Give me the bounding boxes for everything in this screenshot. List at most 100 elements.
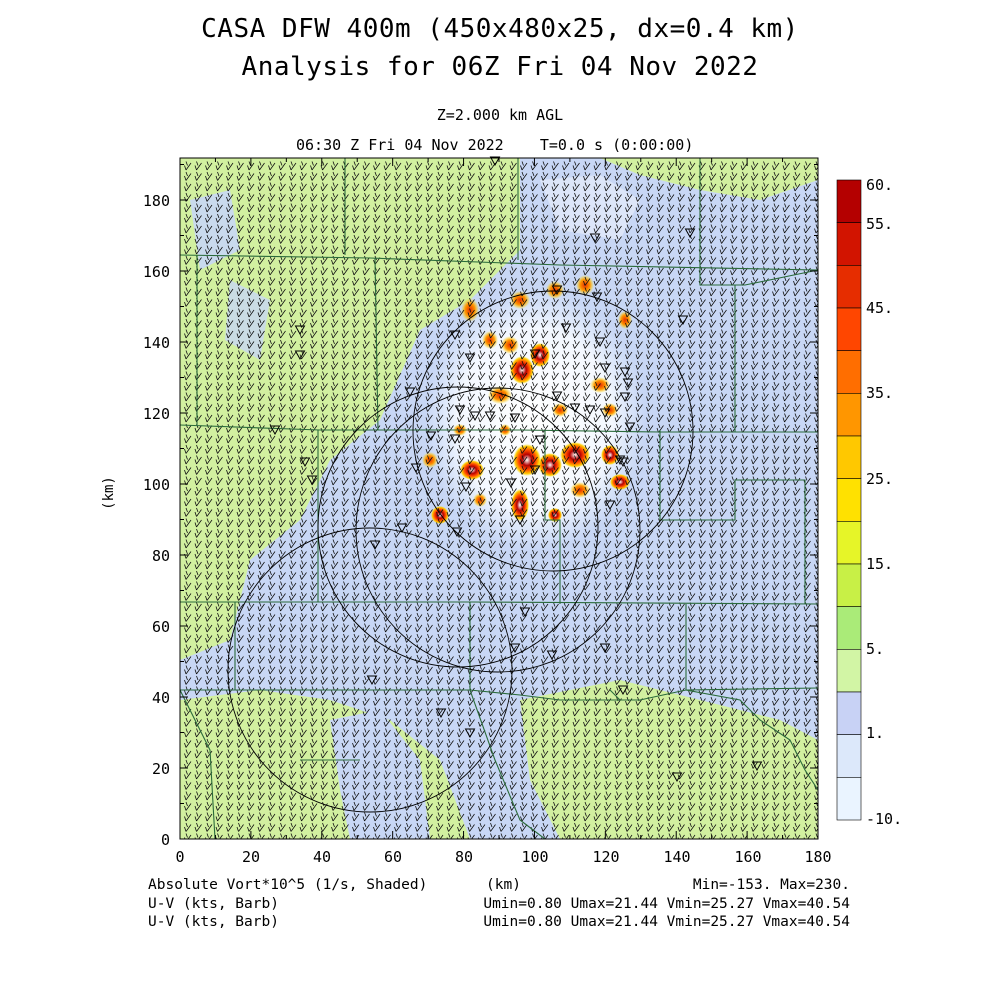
y-tick-label: 0 [161, 831, 170, 849]
colorbar-swatch [836, 307, 862, 351]
map-title-line2: Analysis for 06Z Fri 04 Nov 2022 [241, 52, 759, 82]
station-marker [594, 337, 606, 348]
colorbar-label: 25. [866, 470, 893, 488]
station-marker [366, 675, 378, 686]
station-marker [604, 500, 616, 511]
station-marker [529, 465, 541, 476]
y-tick-label: 120 [143, 405, 170, 423]
colorbar-swatch [836, 777, 862, 821]
x-tick-label: 40 [313, 848, 331, 866]
station-marker [551, 391, 563, 402]
wind-barbs [184, 161, 818, 839]
colorbar-swatch [836, 563, 862, 607]
station-marker [509, 643, 521, 654]
station-marker [369, 540, 381, 551]
x-tick-label: 180 [804, 848, 831, 866]
barb-label: U-V (kts, Barb) [148, 896, 279, 912]
station-marker [560, 323, 572, 334]
radar-range-rings [227, 290, 694, 813]
station-marker [614, 455, 626, 466]
barb-label: U-V (kts, Barb) [148, 914, 279, 930]
colorbar-swatch [836, 521, 862, 565]
colorbar-swatch [836, 606, 862, 650]
colorbar-label: 15. [866, 555, 893, 573]
colorbar-label: 1. [866, 724, 884, 742]
colorbar-swatch [836, 222, 862, 266]
colorbar-swatch [836, 350, 862, 394]
station-marker [599, 408, 611, 419]
station-marker [551, 285, 563, 296]
station-marker [534, 435, 546, 446]
station-marker [460, 482, 472, 493]
station-marker [619, 367, 631, 378]
station-marker [489, 156, 501, 167]
station-marker [464, 728, 476, 739]
station-marker [454, 405, 466, 416]
barb-stats: Umin=0.80 Umax=21.44 Vmin=25.27 Vmax=40.… [483, 896, 850, 912]
colorbar-label: -10. [866, 810, 902, 828]
station-marker [451, 527, 463, 538]
station-marker [425, 431, 437, 442]
y-tick-label: 160 [143, 263, 170, 281]
x-tick-label: 20 [242, 848, 260, 866]
y-tick-label: 80 [152, 547, 170, 565]
y-tick-label: 140 [143, 334, 170, 352]
station-marker [509, 413, 521, 424]
x-tick-label: 80 [455, 848, 473, 866]
station-marker [519, 607, 531, 618]
station-marker [396, 523, 408, 534]
station-marker [684, 228, 696, 239]
barb-stats: Umin=0.80 Umax=21.44 Vmin=25.27 Vmax=40.… [483, 914, 850, 930]
station-marker [449, 330, 461, 341]
station-marker [546, 650, 558, 661]
valid-time-label: 06:30 Z Fri 04 Nov 2022 T=0.0 s (0:00:00… [296, 136, 694, 154]
colorbar-swatch [836, 691, 862, 735]
station-marker [671, 772, 683, 783]
station-marker [617, 457, 629, 468]
colorbar-swatch [836, 435, 862, 479]
colorbar-label: 60. [866, 176, 893, 194]
field-label: Absolute Vort*10^5 (1/s, Shaded) [148, 877, 428, 893]
map-title-line1: CASA DFW 400m (450x480x25, dx=0.4 km) [201, 14, 799, 44]
station-marker [404, 387, 416, 398]
station-markers [269, 156, 763, 783]
min-max-label: Min=-153. Max=230. [692, 877, 850, 893]
colorbar-swatch [836, 649, 862, 693]
station-marker [306, 475, 318, 486]
x-tick-label: 160 [734, 848, 761, 866]
station-marker [622, 378, 634, 389]
station-marker [484, 411, 496, 422]
colorbar-swatch [836, 393, 862, 437]
station-marker [469, 411, 481, 422]
colorbar-label: 5. [866, 640, 884, 658]
station-marker [589, 233, 601, 244]
station-marker [294, 325, 306, 336]
station-marker [269, 425, 281, 436]
level-label: Z=2.000 km AGL [436, 106, 564, 124]
wind-barb-field [184, 161, 818, 839]
station-marker [584, 405, 596, 416]
axis-labels: 0 20 40 60 80 100 120 140 160 180 0 20 4… [143, 192, 832, 866]
station-marker [599, 363, 611, 374]
station-marker [505, 478, 517, 489]
station-marker [514, 515, 526, 526]
station-marker [294, 350, 306, 361]
colorbar-labels: 60. 55. 45. 35. 25. 15. 5. 1. -10. [866, 176, 902, 828]
colorbar-swatch [836, 478, 862, 522]
colorbar [836, 179, 862, 821]
y-tick-label: 180 [143, 192, 170, 210]
station-marker [299, 457, 311, 468]
county-boundaries [180, 158, 818, 839]
station-marker [410, 463, 422, 474]
y-tick-label: 100 [143, 476, 170, 494]
y-tick-label: 60 [152, 618, 170, 636]
station-marker [529, 349, 541, 360]
station-marker [449, 434, 461, 445]
station-marker [624, 422, 636, 433]
colorbar-label: 45. [866, 299, 893, 317]
x-axis-label: (km) [486, 877, 521, 893]
y-tick-label: 20 [152, 760, 170, 778]
axis-ticks [179, 158, 819, 840]
x-tick-label: 60 [384, 848, 402, 866]
y-tick-label: 40 [152, 689, 170, 707]
